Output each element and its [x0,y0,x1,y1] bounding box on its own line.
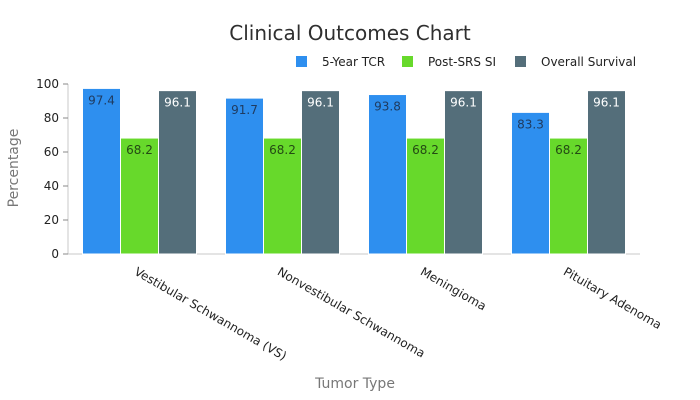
legend-label-overall-survival: Overall Survival [541,55,636,69]
data-label-overall-survival: 96.1 [450,96,477,110]
x-tick-label: Nonvestibular Schwannoma [275,264,427,360]
data-label-post-srs-si: 68.2 [555,143,582,157]
bar-overall-survival [587,90,626,255]
data-label-5-year-tcr: 91.7 [231,103,258,117]
legend-swatch-post-srs-si [402,56,413,67]
y-tick-label: 80 [44,111,59,125]
y-tick-label: 100 [36,77,59,91]
bar-5-year-tcr [82,87,121,255]
y-tick-label: 0 [51,247,59,261]
x-axis-title: Tumor Type [314,376,395,392]
bar-overall-survival [444,90,483,255]
x-tick-label: Pituitary Adenoma [561,264,664,332]
legend-label-post-srs-si: Post-SRS SI [428,55,496,69]
bar-overall-survival [158,90,197,255]
y-tick-label: 40 [44,179,59,193]
legend-swatch-5-year-tcr [296,56,307,67]
x-tick-label: Meningioma [418,264,489,313]
bar-5-year-tcr [368,94,407,255]
bar-5-year-tcr [225,97,264,255]
data-label-post-srs-si: 68.2 [269,143,296,157]
legend: 5-Year TCR Post-SRS SI Overall Survival [296,55,636,69]
bar-overall-survival [301,90,340,255]
data-label-overall-survival: 96.1 [164,96,191,110]
data-label-post-srs-si: 68.2 [126,143,153,157]
data-label-overall-survival: 96.1 [307,96,334,110]
x-tick-label: Vestibular Schwannoma (VS) [132,264,289,363]
data-label-5-year-tcr: 97.4 [88,93,115,107]
bar-post-srs-si [549,137,588,255]
y-tick-label: 60 [44,145,59,159]
y-axis-title: Percentage [6,129,22,208]
data-label-5-year-tcr: 93.8 [374,100,401,114]
data-label-overall-survival: 96.1 [593,96,620,110]
y-tick-label: 20 [44,213,59,227]
data-label-post-srs-si: 68.2 [412,143,439,157]
legend-swatch-overall-survival [515,56,526,67]
data-label-5-year-tcr: 83.3 [517,117,544,131]
bar-post-srs-si [120,137,159,255]
bars: 97.4 68.2 96.1 91.7 68.2 96.1 93.8 68.2 96.1 83.3… [82,87,626,255]
bar-5-year-tcr [511,111,550,255]
chart-title: Clinical Outcomes Chart [229,21,471,45]
legend-label-5-year-tcr: 5-Year TCR [322,55,385,69]
